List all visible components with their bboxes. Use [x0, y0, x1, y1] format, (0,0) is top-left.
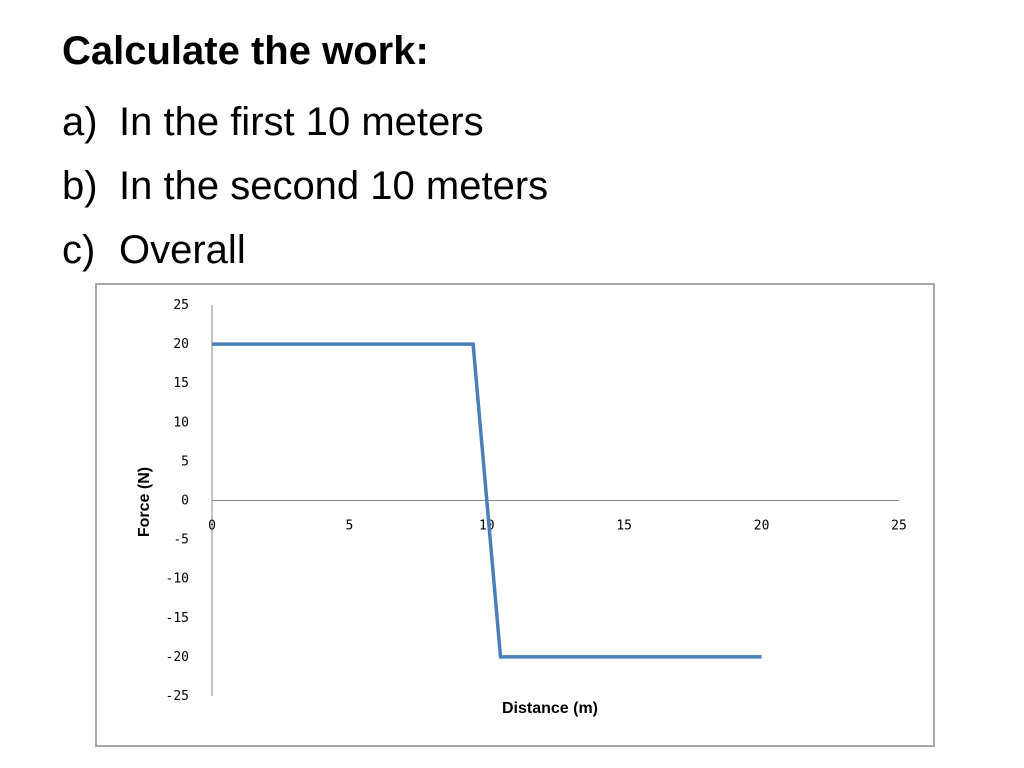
y-tick-label: 15	[173, 376, 189, 391]
x-tick-label: 15	[616, 519, 632, 534]
force-distance-chart: Distance (m) Force (N) 25 20 15 10 5 0 -5 -10 -1…	[136, 298, 907, 717]
y-tick-label: -15	[166, 611, 189, 626]
y-tick-label: 10	[173, 415, 189, 430]
y-tick-label: -25	[166, 689, 189, 704]
y-tick-label: -5	[173, 533, 189, 548]
question-item: a) In the first 10 meters	[62, 90, 548, 154]
question-item: b) In the second 10 meters	[62, 154, 548, 218]
x-tick-label: 0	[208, 519, 216, 534]
question-marker: c)	[62, 228, 96, 272]
y-tick-label: 5	[181, 454, 189, 469]
y-tick-label: 25	[173, 298, 189, 313]
question-item: c) Overall	[62, 218, 548, 282]
force-series-line	[212, 342, 762, 659]
question-text: In the first 10 meters	[119, 100, 484, 144]
x-tick-label: 5	[345, 519, 353, 534]
chart-frame: Distance (m) Force (N) 25 20 15 10 5 0 -5 -10 -1…	[95, 283, 935, 747]
y-tick-label: 20	[173, 337, 189, 352]
x-tick-label: 20	[754, 519, 770, 534]
x-axis-title: Distance (m)	[502, 700, 598, 717]
y-tick-label: 0	[181, 494, 189, 509]
question-text: Overall	[119, 228, 246, 272]
question-text: In the second 10 meters	[119, 164, 549, 208]
question-marker: b)	[62, 164, 98, 208]
x-tick-label: 25	[891, 519, 907, 534]
y-tick-label: -20	[166, 650, 189, 665]
page-heading: Calculate the work:	[62, 29, 429, 73]
y-axis-title: Force (N)	[136, 467, 153, 537]
x-tick-label: 10	[479, 519, 495, 534]
question-list: a) In the first 10 meters b) In the seco…	[62, 90, 548, 282]
question-marker: a)	[62, 100, 98, 144]
y-tick-label: -10	[166, 572, 189, 587]
